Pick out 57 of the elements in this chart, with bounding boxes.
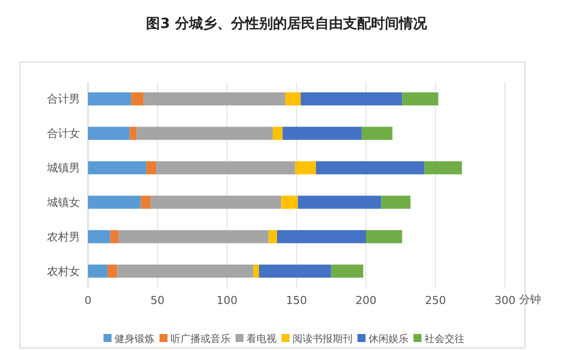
y-tick-label: 合计女 [47,127,80,140]
bar [130,126,137,140]
bar [88,230,110,244]
legend-label: 社会交往 [424,333,464,345]
x-tick-label: 0 [84,294,92,307]
y-tick-label: 城镇女 [46,196,80,210]
y-tick-label: 农村男 [47,230,80,244]
y-tick-label: 城镇男 [46,162,80,175]
bar [281,196,298,209]
x-tick-label: 250 [425,294,446,307]
x-tick-label: 150 [286,294,307,307]
bar [381,196,410,209]
legend-label: 健身锻炼 [114,333,154,345]
bar [117,264,254,278]
legend-label: 阅读书报期刊 [292,333,352,345]
bar [424,161,462,174]
bar [366,230,402,244]
x-tick-label: 100 [216,294,238,307]
bar [316,161,424,174]
bar [298,196,382,209]
bar [268,230,278,244]
bar [272,126,283,140]
bar [110,230,119,244]
bar [131,92,144,106]
y-tick-label: 农村女 [47,264,80,278]
bar [295,161,316,174]
bar [146,161,156,174]
bar [277,230,366,244]
bar [118,230,269,244]
bar [258,264,332,278]
bar [402,92,438,106]
legend-label: 休闲娱乐 [368,333,408,345]
x-tick-label: 200 [356,294,376,307]
bar [362,126,392,140]
bar [300,92,402,106]
legend-label: 看电视 [246,333,276,345]
y-tick-label: 合计男 [47,92,80,106]
bar [107,264,118,278]
bar [88,264,108,278]
bar [150,196,282,209]
bar [88,196,141,209]
bar [331,264,364,278]
bar [285,92,301,106]
bar [88,161,146,174]
bar [136,126,273,140]
x-axis-title: 分钟 [519,293,541,306]
bar [88,126,130,140]
bar [156,161,296,174]
bar [140,196,151,209]
x-tick-label: 300 [494,294,516,307]
legend-label: 听广播或音乐 [170,333,230,345]
bar [144,92,286,106]
x-tick-label: 50 [150,294,164,307]
chart-title: 图3 分城乡、分性别的居民自由支配时间情况 [146,15,428,32]
bar [88,92,132,106]
bar [282,126,362,140]
bar [253,264,259,278]
